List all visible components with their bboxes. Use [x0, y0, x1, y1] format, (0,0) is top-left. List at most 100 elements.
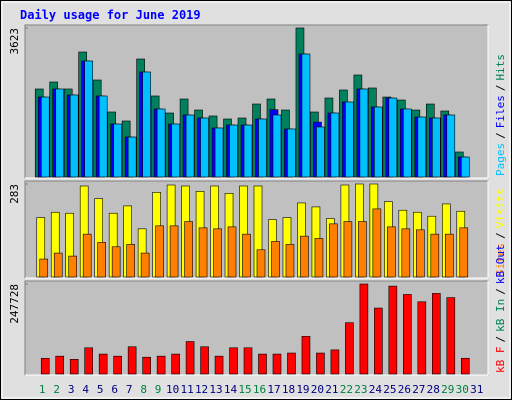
bar [82, 233, 92, 278]
bar [417, 116, 427, 178]
x-tick-label: 2 [53, 383, 60, 396]
bar [200, 117, 209, 178]
legend: kB F / kB In / kB Out [494, 244, 507, 373]
bar [127, 346, 137, 375]
bar [142, 71, 151, 178]
bar [140, 252, 150, 278]
x-tick-label: 1 [39, 383, 46, 396]
bar [272, 114, 282, 178]
bar [316, 126, 325, 178]
legend-entry: Visits [494, 189, 507, 229]
y-tick-label: 247728 [8, 284, 21, 324]
bar [171, 123, 180, 178]
x-tick-label: 25 [383, 383, 396, 396]
bar [446, 114, 456, 178]
bar [330, 112, 340, 178]
bar [155, 225, 164, 278]
legend-separator: / [494, 232, 507, 239]
legend-separator: / [494, 132, 507, 139]
bar [300, 235, 309, 278]
bar [55, 88, 65, 178]
bar [460, 357, 470, 375]
bar [127, 136, 137, 178]
legend-entry: kB Out [494, 244, 507, 284]
bar [171, 353, 180, 375]
bar [285, 244, 295, 278]
chart-title: Daily usage for June 2019 [20, 8, 201, 22]
x-tick-label: 11 [180, 383, 193, 396]
bar [69, 359, 79, 375]
bar [97, 242, 106, 278]
x-tick-label: 23 [354, 383, 367, 396]
legend-separator: / [494, 85, 507, 92]
x-tick-label: 26 [398, 383, 411, 396]
bar [403, 294, 412, 375]
x-tick-label: 27 [412, 383, 425, 396]
bar [403, 108, 412, 178]
x-tick-label: 31 [470, 383, 483, 396]
bar [401, 228, 411, 278]
bar [343, 221, 353, 278]
bar [40, 96, 50, 178]
bar [113, 123, 122, 178]
bar [416, 229, 425, 278]
bar [387, 226, 396, 278]
bar [432, 293, 441, 375]
bar [359, 283, 369, 375]
bar [229, 347, 238, 375]
bar [185, 341, 195, 375]
x-tick-label: 30 [456, 383, 469, 396]
bar [372, 208, 382, 278]
y-tick-label: 283 [8, 184, 21, 204]
bar [329, 223, 338, 278]
legend-entry: Hits [494, 54, 507, 81]
bar [39, 258, 49, 278]
x-tick-label: 21 [325, 383, 338, 396]
bar [330, 349, 340, 375]
bar [142, 356, 151, 375]
x-tick-label: 24 [369, 383, 383, 396]
bar [243, 347, 253, 375]
bar [388, 285, 398, 375]
x-tick-label: 6 [111, 383, 118, 396]
x-tick-label: 20 [311, 383, 324, 396]
x-tick-label: 10 [166, 383, 179, 396]
bar [84, 60, 93, 178]
bar [301, 335, 311, 375]
bar [417, 301, 427, 375]
legend-separator: / [494, 336, 507, 343]
x-tick-label: 22 [340, 383, 353, 396]
bar [444, 233, 454, 278]
legend-entry: Files [494, 95, 507, 128]
x-tick-label: 4 [82, 383, 89, 396]
bar [53, 252, 63, 278]
x-tick-label: 28 [427, 383, 440, 396]
bar [184, 221, 193, 278]
bar [374, 106, 383, 178]
x-tick-label: 3 [68, 383, 75, 396]
x-tick-label: 13 [209, 383, 222, 396]
bar [68, 255, 78, 278]
bar [271, 241, 280, 278]
bar [84, 347, 93, 375]
bar [432, 117, 441, 178]
x-tick-label: 12 [195, 383, 208, 396]
bar [459, 227, 469, 278]
x-tick-label: 14 [224, 383, 238, 396]
bar [40, 357, 50, 375]
bar [229, 124, 238, 178]
bar [446, 297, 456, 375]
bar [256, 249, 266, 278]
bar [242, 233, 251, 278]
bar [156, 108, 166, 178]
bar [214, 127, 224, 178]
bar [198, 227, 208, 278]
bar [460, 156, 470, 178]
x-tick-label: 7 [126, 383, 133, 396]
bar [113, 355, 122, 375]
bar [213, 228, 222, 278]
x-tick-label: 8 [140, 383, 147, 396]
x-tick-label: 17 [267, 383, 280, 396]
